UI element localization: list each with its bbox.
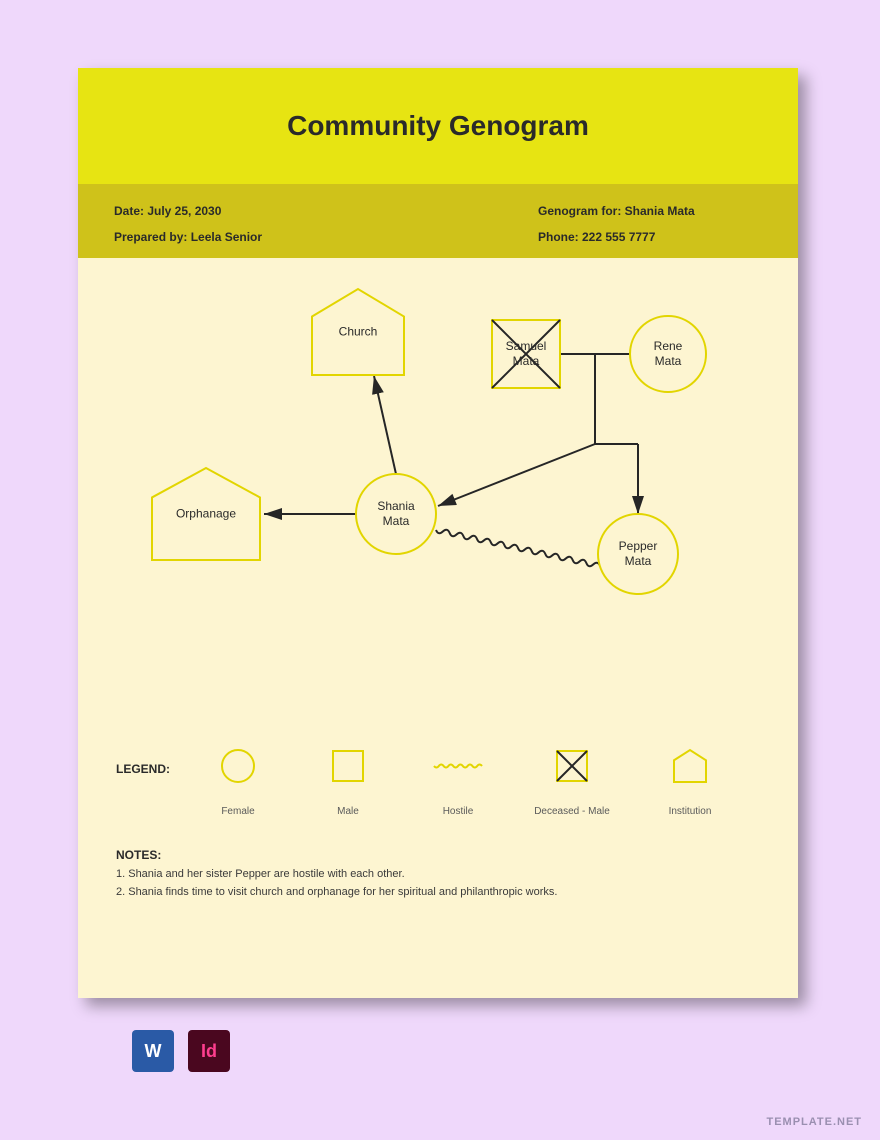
node-samuel: Samuel Mata [506,339,547,369]
legend-hostile: Hostile [443,806,474,817]
node-rene: Rene Mata [654,339,683,369]
legend-institution: Institution [669,806,712,817]
node-orphanage: Orphanage [176,507,236,522]
note-line: 1. Shania and her sister Pepper are host… [116,868,405,880]
legend-male: Male [337,806,359,817]
note-line: 2. Shania finds time to visit church and… [116,886,557,898]
watermark: TEMPLATE.NET [766,1116,862,1128]
legend-male_deceased: Deceased - Male [534,806,610,817]
notes-title: NOTES: [116,848,161,862]
legend-female: Female [221,806,254,817]
node-shania: Shania Mata [377,499,414,529]
word-icon: W [132,1030,174,1072]
indesign-icon: Id [188,1030,230,1072]
node-pepper: Pepper Mata [619,539,658,569]
legend-shapes [0,0,880,1140]
node-church: Church [339,325,378,340]
